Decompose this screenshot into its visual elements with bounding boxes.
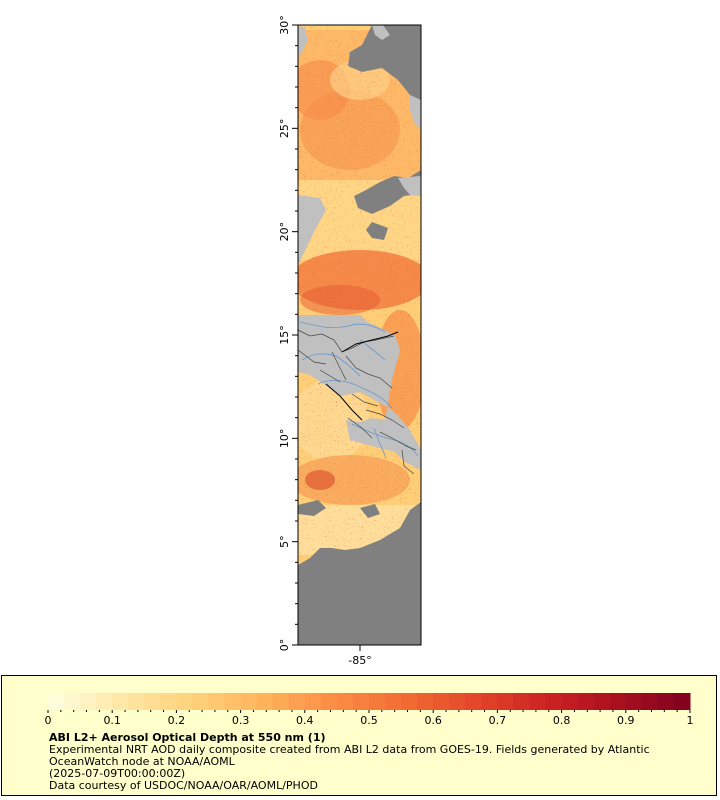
legend-credit: Data courtesy of USDOC/NOAA/OAR/AOML/PHO… xyxy=(49,779,318,792)
map-image xyxy=(298,25,421,645)
map-panel: 0° 5° 10° 15° 20° 25° 30° -85° xyxy=(278,15,422,667)
colorbar-cell xyxy=(96,693,113,710)
colorbar xyxy=(48,693,691,710)
colorbar-ticks xyxy=(47,710,691,713)
colorbar-cell xyxy=(385,693,402,710)
coastlines xyxy=(325,331,399,421)
lon-tick-label: -85° xyxy=(348,654,371,667)
legend-time: (2025-07-09T00:00:00Z) xyxy=(49,767,186,780)
colorbar-cell xyxy=(224,693,242,710)
colorbar-cell xyxy=(208,693,226,710)
colorbar-cell xyxy=(256,693,274,710)
colorbar-cell xyxy=(593,693,611,710)
colorbar-cell xyxy=(449,693,466,710)
colorbar-cell xyxy=(561,693,579,710)
land-regions xyxy=(298,25,421,470)
colorbar-label: 0.3 xyxy=(232,714,250,727)
colorbar-label: 0.8 xyxy=(553,714,571,727)
colorbar-cell xyxy=(433,693,450,710)
country-borders xyxy=(298,329,417,475)
colorbar-cell xyxy=(497,693,514,710)
lat-tick-label: 10° xyxy=(278,429,291,449)
legend-description-cont: OceanWatch node at NOAA/AOML xyxy=(49,755,235,768)
colorbar-cell xyxy=(192,693,209,710)
colorbar-cell xyxy=(80,693,97,710)
colorbar-cell xyxy=(128,693,145,710)
lat-tick-label: 15° xyxy=(278,325,291,345)
colorbar-cell xyxy=(288,693,306,710)
colorbar-cell xyxy=(336,693,354,710)
colorbar-cell xyxy=(673,693,691,710)
colorbar-cell xyxy=(48,693,65,710)
legend-panel: 0 0.1 0.2 0.3 0.4 0.5 0.6 0.7 0.8 0.9 1 ABI L2+ Ae… xyxy=(1,675,717,796)
colorbar-cell xyxy=(481,693,498,710)
lat-tick-label: 0° xyxy=(278,639,291,652)
colorbar-labels: 0 0.1 0.2 0.3 0.4 0.5 0.6 0.7 0.8 0.9 1 xyxy=(45,714,694,727)
lat-tick-label: 20° xyxy=(278,222,291,242)
colorbar-cell xyxy=(304,693,322,710)
legend-title: ABI L2+ Aerosol Optical Depth at 550 nm … xyxy=(49,731,326,744)
colorbar-cell xyxy=(320,693,338,710)
colorbar-cell xyxy=(609,693,627,710)
no-data-regions xyxy=(298,25,421,645)
colorbar-cell xyxy=(577,693,595,710)
colorbar-cell xyxy=(545,693,563,710)
lat-tick-marks xyxy=(292,24,298,646)
colorbar-svg: 0 0.1 0.2 0.3 0.4 0.5 0.6 0.7 0.8 0.9 1 xyxy=(45,693,694,727)
colorbar-cell xyxy=(417,693,434,710)
colorbar-cell xyxy=(272,693,290,710)
colorbar-label: 0.5 xyxy=(360,714,378,727)
colorbar-cell xyxy=(657,693,675,710)
colorbar-label: 0.1 xyxy=(103,714,121,727)
legend-description: Experimental NRT AOD daily composite cre… xyxy=(49,743,650,756)
colorbar-cell xyxy=(176,693,193,710)
colorbar-cell xyxy=(641,693,659,710)
lat-tick-label: 25° xyxy=(278,119,291,139)
colorbar-cell xyxy=(112,693,129,710)
colorbar-label: 0.2 xyxy=(168,714,186,727)
colorbar-cell xyxy=(64,693,81,710)
colorbar-cell xyxy=(529,693,547,710)
lat-tick-labels: 0° 5° 10° 15° 20° 25° 30° xyxy=(278,15,291,651)
colorbar-cell xyxy=(369,693,386,710)
colorbar-cell xyxy=(160,693,177,710)
colorbar-cell xyxy=(144,693,161,710)
lat-tick-label: 5° xyxy=(278,535,291,548)
map-svg: 0° 5° 10° 15° 20° 25° 30° -85° xyxy=(278,15,422,667)
colorbar-label: 0.4 xyxy=(296,714,314,727)
colorbar-label: 0.6 xyxy=(424,714,442,727)
lat-tick-label: 30° xyxy=(278,15,291,35)
colorbar-cell xyxy=(401,693,418,710)
colorbar-cell xyxy=(240,693,258,710)
colorbar-cell xyxy=(465,693,482,710)
colorbar-label: 0.7 xyxy=(489,714,507,727)
colorbar-cell xyxy=(352,693,370,710)
colorbar-cell xyxy=(625,693,643,710)
colorbar-cell xyxy=(513,693,530,710)
colorbar-label: 1 xyxy=(687,714,694,727)
colorbar-label: 0.9 xyxy=(617,714,635,727)
colorbar-label: 0 xyxy=(45,714,52,727)
